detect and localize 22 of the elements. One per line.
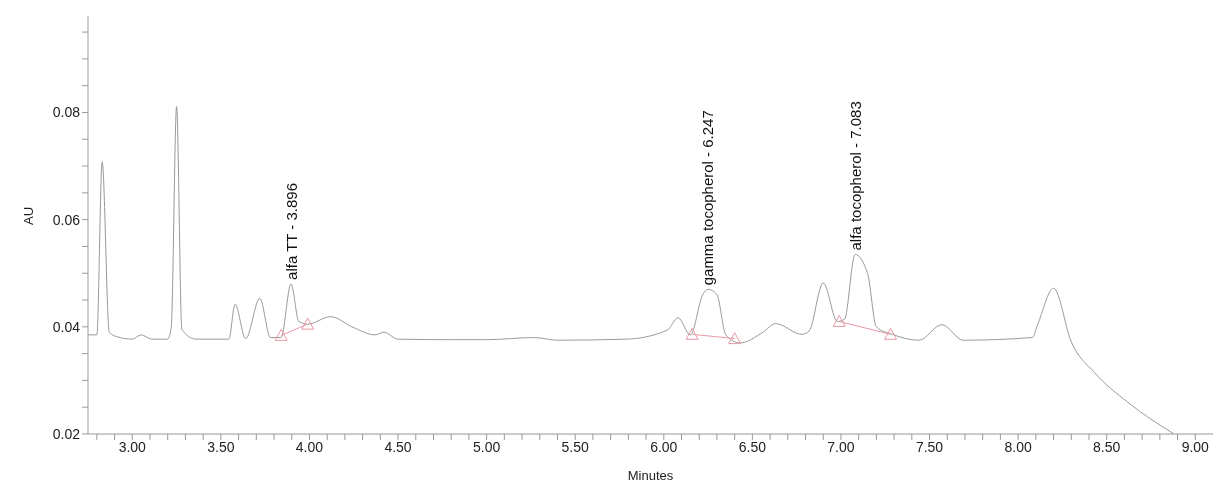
y-tick-label: 0.08 <box>52 104 81 121</box>
x-tick-label: 6.50 <box>738 438 767 455</box>
annotation: alfa TT - 3.896 <box>282 182 300 280</box>
x-tick-label: 8.00 <box>1004 438 1032 455</box>
x-tick-label: 4.50 <box>384 438 412 455</box>
x-tick-label: 5.50 <box>561 438 590 455</box>
x-tick-label: 5.00 <box>473 438 501 455</box>
annotation: gamma tocopherol - 6.247 <box>699 110 717 286</box>
x-tick-label: 7.50 <box>915 438 944 455</box>
y-tick-label: 0.04 <box>52 318 81 335</box>
x-tick-label: 6.00 <box>650 438 678 455</box>
annotation: alfa tocopherol - 7.083 <box>847 101 865 251</box>
x-tick-label: 7.00 <box>827 438 855 455</box>
x-tick-label: 8.50 <box>1093 438 1121 455</box>
text: 3.00 <box>118 438 146 455</box>
x-tick-label: 4.00 <box>295 438 324 455</box>
x-tick-label: 9.00 <box>1181 438 1210 455</box>
y-axis-title: AU <box>20 206 36 225</box>
y-tick-label: 0.06 <box>52 211 81 228</box>
x-axis-title: Minutes <box>627 468 674 483</box>
x-tick-label: 3.50 <box>207 438 235 455</box>
y-tick-label: 0.02 <box>52 425 81 442</box>
